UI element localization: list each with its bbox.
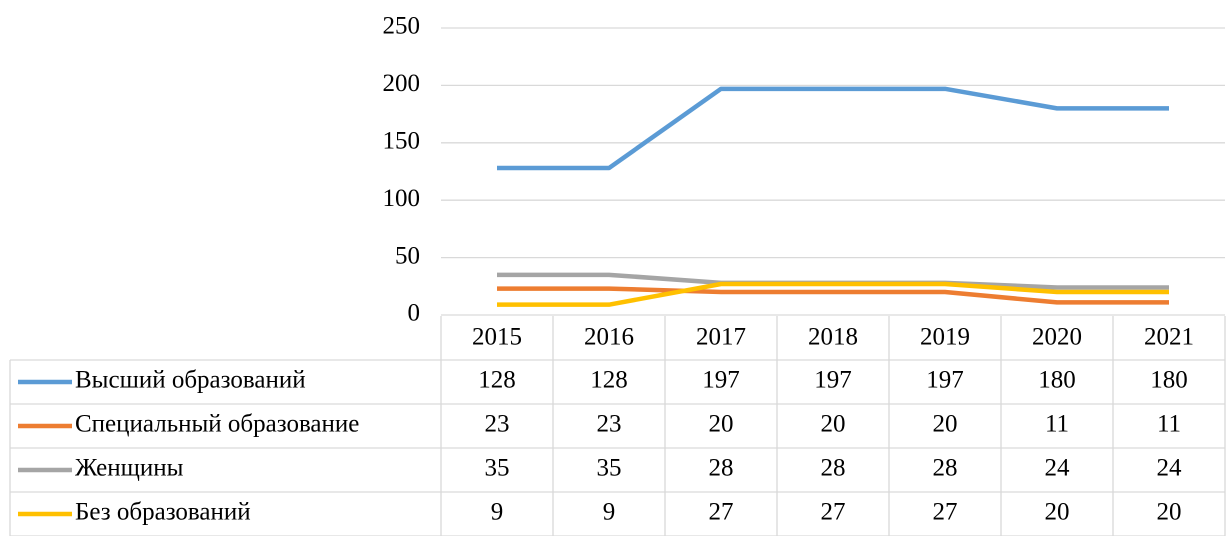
- legend-label: Женщины: [75, 455, 184, 482]
- table-value: 9: [603, 499, 616, 526]
- series-line: [497, 286, 1169, 305]
- legend-label: Специальный образование: [75, 411, 359, 438]
- table-value: 11: [1157, 411, 1181, 438]
- y-tick-label: 0: [408, 300, 421, 327]
- table-value: 9: [491, 499, 504, 526]
- y-tick-label: 200: [383, 70, 421, 97]
- table-value: 128: [478, 367, 516, 394]
- table-value: 180: [1038, 367, 1076, 394]
- table-value: 20: [1157, 499, 1182, 526]
- table-value: 23: [597, 411, 622, 438]
- table-value: 23: [485, 411, 510, 438]
- series-line: [497, 281, 1169, 307]
- x-tick-label: 2018: [808, 324, 858, 351]
- y-tick-label: 150: [383, 128, 421, 155]
- y-tick-label: 100: [383, 185, 421, 212]
- table-value: 11: [1045, 411, 1069, 438]
- table-value: 27: [709, 499, 734, 526]
- x-tick-label: 2021: [1144, 324, 1194, 351]
- table-value: 20: [1045, 499, 1070, 526]
- table-value: 27: [821, 499, 846, 526]
- table-value: 28: [821, 455, 846, 482]
- table-value: 24: [1045, 455, 1071, 482]
- legend-label: Без образований: [75, 499, 251, 526]
- x-tick-label: 2015: [472, 324, 522, 351]
- table-value: 20: [933, 411, 958, 438]
- table-value: 180: [1150, 367, 1188, 394]
- x-tick-label: 2020: [1032, 324, 1082, 351]
- legend-label: Высший образований: [75, 367, 306, 394]
- table-value: 197: [702, 367, 740, 394]
- y-tick-label: 50: [395, 242, 420, 269]
- y-tick-label: 250: [383, 13, 421, 40]
- table-value: 20: [821, 411, 846, 438]
- table-value: 128: [590, 367, 628, 394]
- x-tick-label: 2016: [584, 324, 634, 351]
- table-value: 28: [709, 455, 734, 482]
- table-value: 35: [597, 455, 622, 482]
- table-value: 24: [1157, 455, 1183, 482]
- table-value: 197: [814, 367, 852, 394]
- table-value: 197: [926, 367, 964, 394]
- table-value: 20: [709, 411, 734, 438]
- series-line: [497, 86, 1169, 171]
- table-value: 27: [933, 499, 958, 526]
- x-tick-label: 2019: [920, 324, 970, 351]
- table-value: 35: [485, 455, 510, 482]
- table-value: 28: [933, 455, 958, 482]
- x-tick-label: 2017: [696, 324, 746, 351]
